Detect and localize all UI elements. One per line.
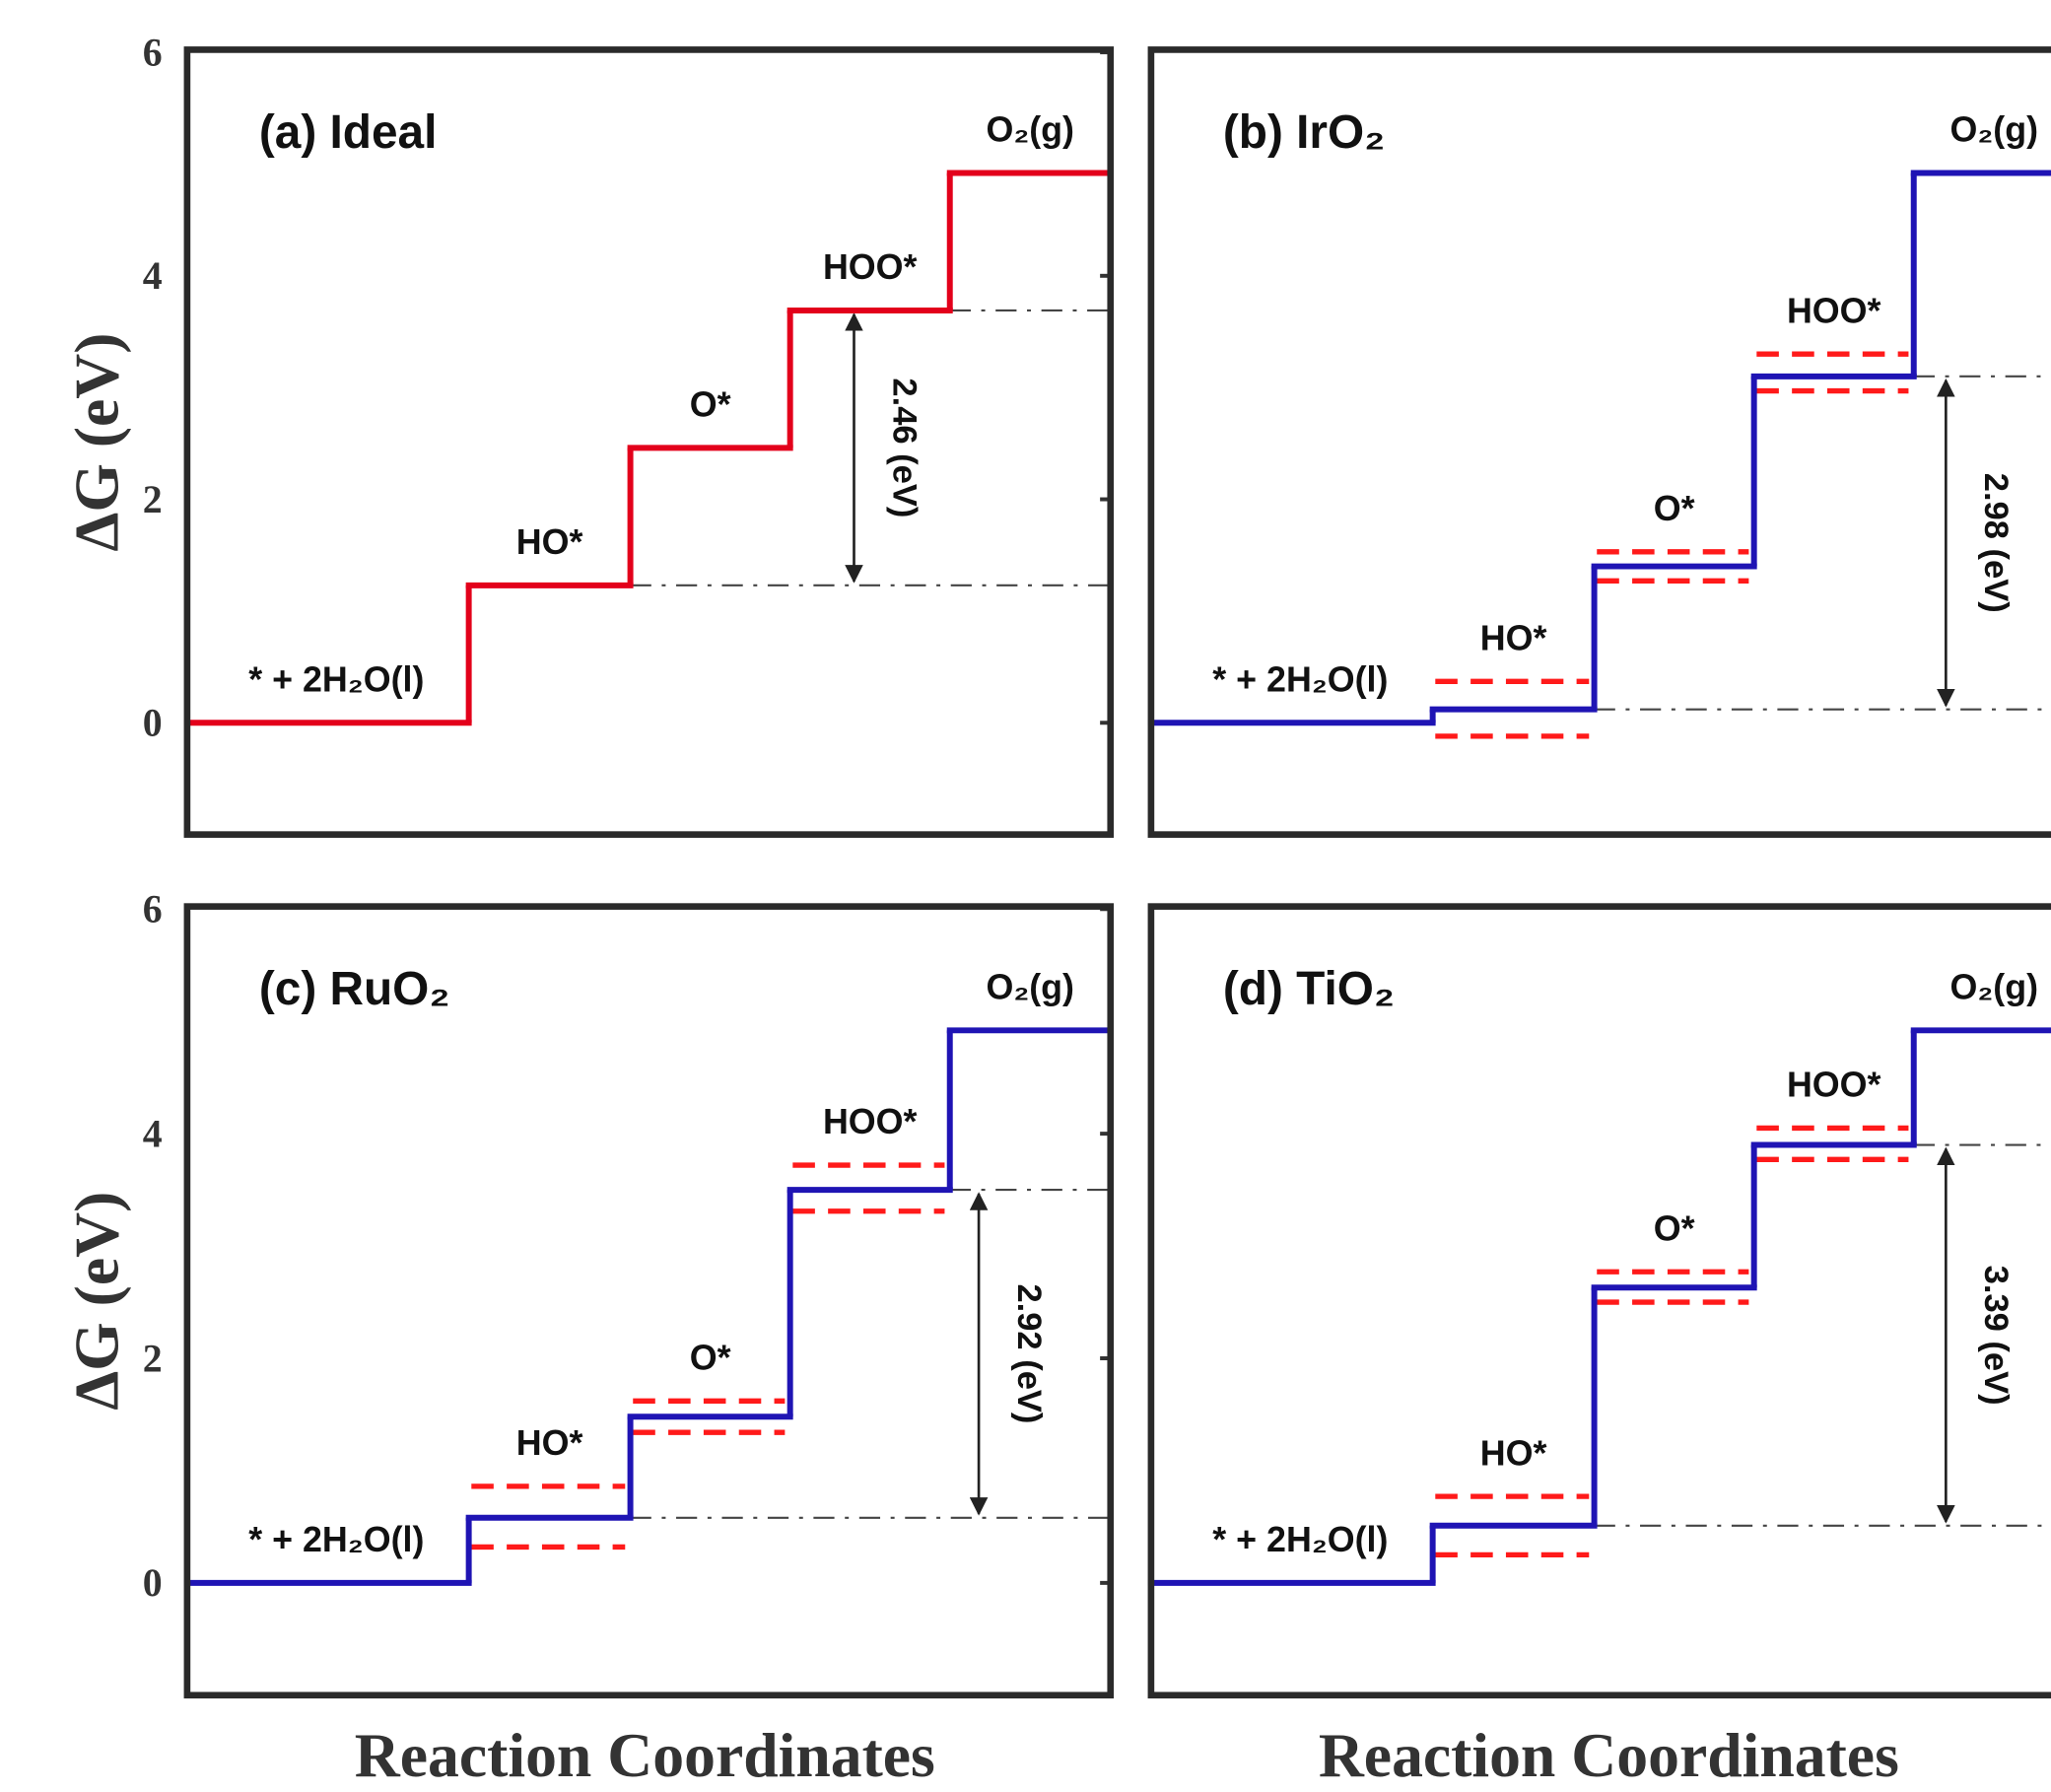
arrow-label: 3.39 (eV) xyxy=(1977,1266,2015,1406)
state-label: * + 2H₂O(l) xyxy=(1212,1520,1388,1559)
state-label: HOO* xyxy=(823,1102,918,1141)
y-tick-label: 6 xyxy=(143,888,163,931)
y-tick-label: 4 xyxy=(143,254,163,298)
state-label: HOO* xyxy=(1787,1066,1881,1105)
panel-title: (b) IrO₂ xyxy=(1223,106,1386,159)
x-axis-label: Reaction Coordinates xyxy=(1319,1720,1899,1790)
arrow-label: 2.98 (eV) xyxy=(1977,473,2015,613)
panel-title: (d) TiO₂ xyxy=(1223,963,1395,1015)
state-label: O* xyxy=(1654,1208,1695,1248)
state-label: O* xyxy=(1654,489,1695,528)
y-tick-label: 6 xyxy=(143,31,163,74)
state-label: * + 2H₂O(l) xyxy=(1212,659,1388,699)
state-label: O₂(g) xyxy=(986,967,1074,1006)
state-label: * + 2H₂O(l) xyxy=(248,659,424,699)
y-tick-label: 4 xyxy=(143,1112,163,1155)
state-label: O₂(g) xyxy=(1950,967,2038,1006)
state-label: * + 2H₂O(l) xyxy=(248,1520,424,1559)
state-label: HO* xyxy=(516,1423,583,1463)
state-label: HOO* xyxy=(1787,291,1881,330)
state-label: O* xyxy=(690,385,731,425)
y-axis-label: ΔG (eV) xyxy=(62,1192,132,1411)
plot-frame xyxy=(183,903,1115,1699)
state-label: HO* xyxy=(516,522,583,562)
y-tick-label: 2 xyxy=(143,1337,163,1380)
state-label: O* xyxy=(690,1338,731,1377)
y-tick-label: 0 xyxy=(143,1561,163,1605)
plot-frame xyxy=(1147,46,2051,838)
panel-title: (c) RuO₂ xyxy=(259,963,450,1015)
y-tick-label: 0 xyxy=(143,702,163,745)
x-axis-label: Reaction Coordinates xyxy=(355,1720,935,1790)
state-label: O₂(g) xyxy=(986,110,1074,150)
arrow-label: 2.46 (eV) xyxy=(885,378,923,517)
y-axis-label: ΔG (eV) xyxy=(62,332,132,551)
state-label: HO* xyxy=(1480,1433,1547,1473)
state-label: O₂(g) xyxy=(1950,110,2038,150)
arrow-label: 2.92 (eV) xyxy=(1010,1283,1048,1423)
state-label: HOO* xyxy=(823,247,918,287)
y-tick-label: 2 xyxy=(143,478,163,521)
plot-frame xyxy=(183,46,1115,838)
state-label: HO* xyxy=(1480,618,1547,657)
plot-frame xyxy=(1147,903,2051,1699)
panel-title: (a) Ideal xyxy=(259,106,438,159)
